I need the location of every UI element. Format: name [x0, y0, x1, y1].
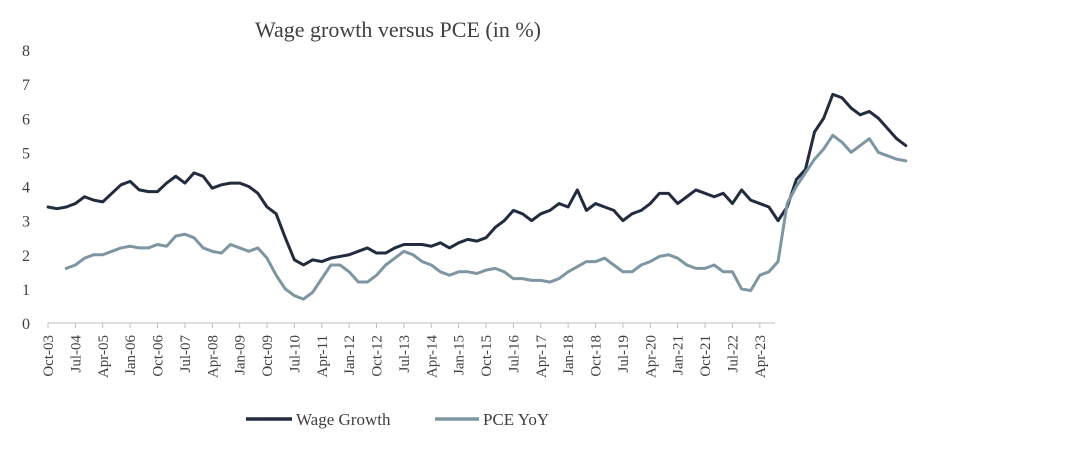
x-tick-label: Oct-06: [151, 335, 167, 377]
x-tick-label: Apr-20: [643, 335, 659, 378]
x-tick-label: Apr-11: [315, 335, 331, 377]
x-tick-label: Apr-08: [205, 335, 221, 378]
x-tick-label: Jan-21: [671, 335, 687, 375]
y-tick-label: 8: [22, 43, 30, 60]
x-tick-label: Oct-03: [41, 335, 57, 377]
x-tick-label: Apr-14: [424, 335, 440, 379]
y-tick-label: 1: [22, 282, 30, 299]
x-tick-label: Jul-22: [725, 335, 741, 373]
chart-title: Wage growth versus PCE (in %): [255, 17, 541, 42]
x-tick-label: Jan-15: [452, 335, 468, 375]
x-tick-label: Jul-16: [506, 335, 522, 373]
x-axis: Oct-03 Jul-04 Apr-05 Jan-06 Oct-06 Jul-07 Apr-…: [41, 323, 769, 378]
x-tick-label: Oct-18: [589, 335, 605, 377]
x-tick-label: Oct-09: [260, 335, 276, 377]
chart: Wage growth versus PCE (in %) 012345678 …: [0, 0, 1088, 450]
legend-label-pce-yoy: PCE YoY: [483, 410, 549, 429]
x-tick-label: Jan-18: [561, 335, 577, 375]
x-tick-label: Jul-07: [178, 335, 194, 373]
series-group: [48, 94, 906, 299]
x-tick-label: Apr-05: [96, 335, 112, 378]
y-tick-label: 4: [22, 180, 30, 197]
x-tick-label: Jan-06: [123, 335, 139, 375]
legend: Wage Growth PCE YoY: [246, 410, 549, 429]
x-tick-label: Oct-15: [479, 335, 495, 377]
y-tick-label: 3: [22, 214, 30, 231]
x-tick-label: Jul-04: [68, 335, 84, 373]
x-tick-label: Oct-12: [370, 335, 386, 377]
x-tick-label: Jul-13: [397, 335, 413, 373]
y-tick-label: 0: [22, 316, 30, 333]
x-tick-label: Jan-09: [233, 335, 249, 375]
y-tick-label: 6: [22, 111, 30, 128]
legend-label-wage-growth: Wage Growth: [296, 410, 391, 429]
y-tick-label: 2: [22, 248, 30, 265]
series-line-wage-growth: [48, 94, 906, 265]
x-tick-label: Jul-19: [616, 335, 632, 373]
y-axis: 0 1 2 3 4 5 6 7 8: [22, 43, 30, 333]
x-tick-label: Jul-10: [287, 335, 303, 373]
x-tick-label: Oct-21: [698, 335, 714, 377]
x-tick-label: Apr-23: [753, 335, 769, 378]
x-tick-label: Apr-17: [534, 335, 550, 379]
x-tick-label: Jan-12: [342, 335, 358, 375]
y-tick-label: 5: [22, 145, 30, 162]
y-tick-label: 7: [22, 77, 30, 94]
